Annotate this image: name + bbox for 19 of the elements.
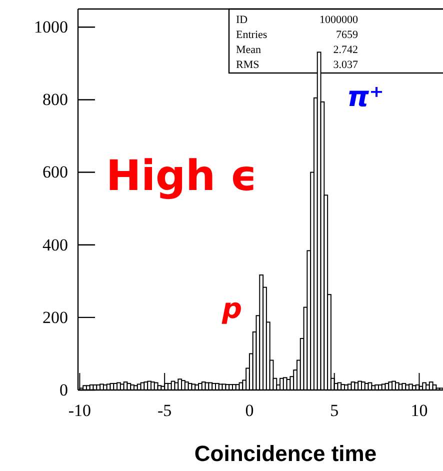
y-tick-label: 200 (42, 308, 68, 327)
x-axis-title: Coincidence time (194, 441, 377, 466)
x-tick-label: -10 (68, 401, 92, 420)
y-tick-label: 1000 (34, 18, 68, 37)
y-tick-label: 0 (60, 380, 68, 400)
annotation: High ϵ (106, 151, 258, 200)
x-tick-label: 5 (330, 401, 339, 420)
text: Entries 7659 (236, 29, 358, 41)
text: Mean 2.742 (236, 44, 358, 56)
y-tick-label: 600 (42, 162, 68, 182)
y-tick-label: 400 (42, 235, 68, 254)
annotation: π⁺ (347, 80, 384, 113)
annotation: p (221, 292, 242, 325)
x-tick-label: 10 (410, 401, 428, 420)
text: ID 1000000 (236, 14, 358, 26)
y-tick-label: 800 (42, 90, 68, 110)
text: RMS 3.037 (236, 59, 358, 71)
x-tick-label: -5 (157, 401, 172, 420)
x-tick-label: 0 (245, 401, 254, 420)
